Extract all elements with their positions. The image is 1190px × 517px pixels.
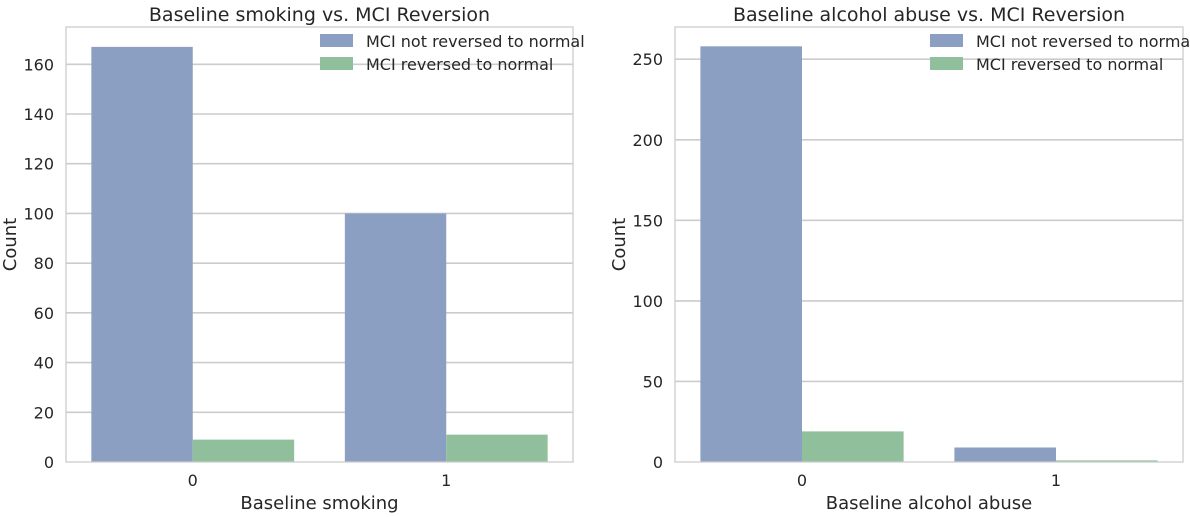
legend-swatch [930, 57, 963, 70]
y-tick-label: 20 [34, 403, 54, 422]
plot-frame [65, 26, 574, 463]
legend-swatch [320, 57, 353, 70]
y-tick-label: 60 [34, 304, 54, 323]
y-tick-label: 0 [44, 453, 54, 472]
bar-reversed [1056, 460, 1158, 462]
legend-label: MCI reversed to normal [366, 55, 553, 74]
x-axis-label: Baseline alcohol abuse [826, 493, 1032, 514]
y-tick-label: 0 [653, 453, 663, 472]
y-tick-label: 40 [34, 354, 54, 373]
y-axis-label: Count [0, 218, 21, 271]
x-tick-label: 1 [441, 471, 451, 490]
x-tick-label: 1 [1051, 471, 1061, 490]
x-tick-label: 0 [188, 471, 198, 490]
y-tick-label: 160 [23, 55, 54, 74]
y-tick-label: 100 [23, 204, 54, 223]
chart-title: Baseline smoking vs. MCI Reversion [149, 4, 490, 26]
plot-frame [674, 26, 1184, 463]
y-tick-label: 150 [632, 211, 663, 230]
legend-swatch [320, 34, 353, 47]
legend-swatch [930, 34, 963, 47]
y-tick-label: 140 [23, 105, 54, 124]
bar-reversed [192, 439, 295, 462]
bar-not-reversed [344, 213, 447, 462]
bar-reversed [802, 431, 904, 462]
y-tick-label: 120 [23, 155, 54, 174]
bar-reversed [446, 434, 548, 462]
chart-title: Baseline alcohol abuse vs. MCI Reversion [733, 4, 1125, 26]
y-tick-label: 250 [632, 50, 663, 69]
bar-not-reversed [700, 46, 802, 462]
x-axis-label: Baseline smoking [240, 493, 398, 514]
y-tick-label: 100 [632, 292, 663, 311]
bar-not-reversed [954, 447, 1056, 462]
chart-alcohol: 0 50 100 150 200 250 0 1 Baseline alcohol abuse C… [609, 4, 1190, 514]
y-tick-label: 50 [643, 372, 663, 391]
y-tick-label: 80 [34, 254, 54, 273]
legend-label: MCI not reversed to normal [366, 32, 585, 51]
legend-label: MCI not reversed to normal [976, 32, 1190, 51]
legend-label: MCI reversed to normal [976, 55, 1163, 74]
bar-not-reversed [91, 46, 193, 463]
y-tick-label: 200 [632, 131, 663, 150]
chart-smoking: 0 20 40 60 80 100 120 140 160 0 1 Baseline smoking C… [0, 4, 585, 514]
y-axis-label: Count [609, 218, 630, 271]
x-tick-label: 0 [797, 471, 807, 490]
